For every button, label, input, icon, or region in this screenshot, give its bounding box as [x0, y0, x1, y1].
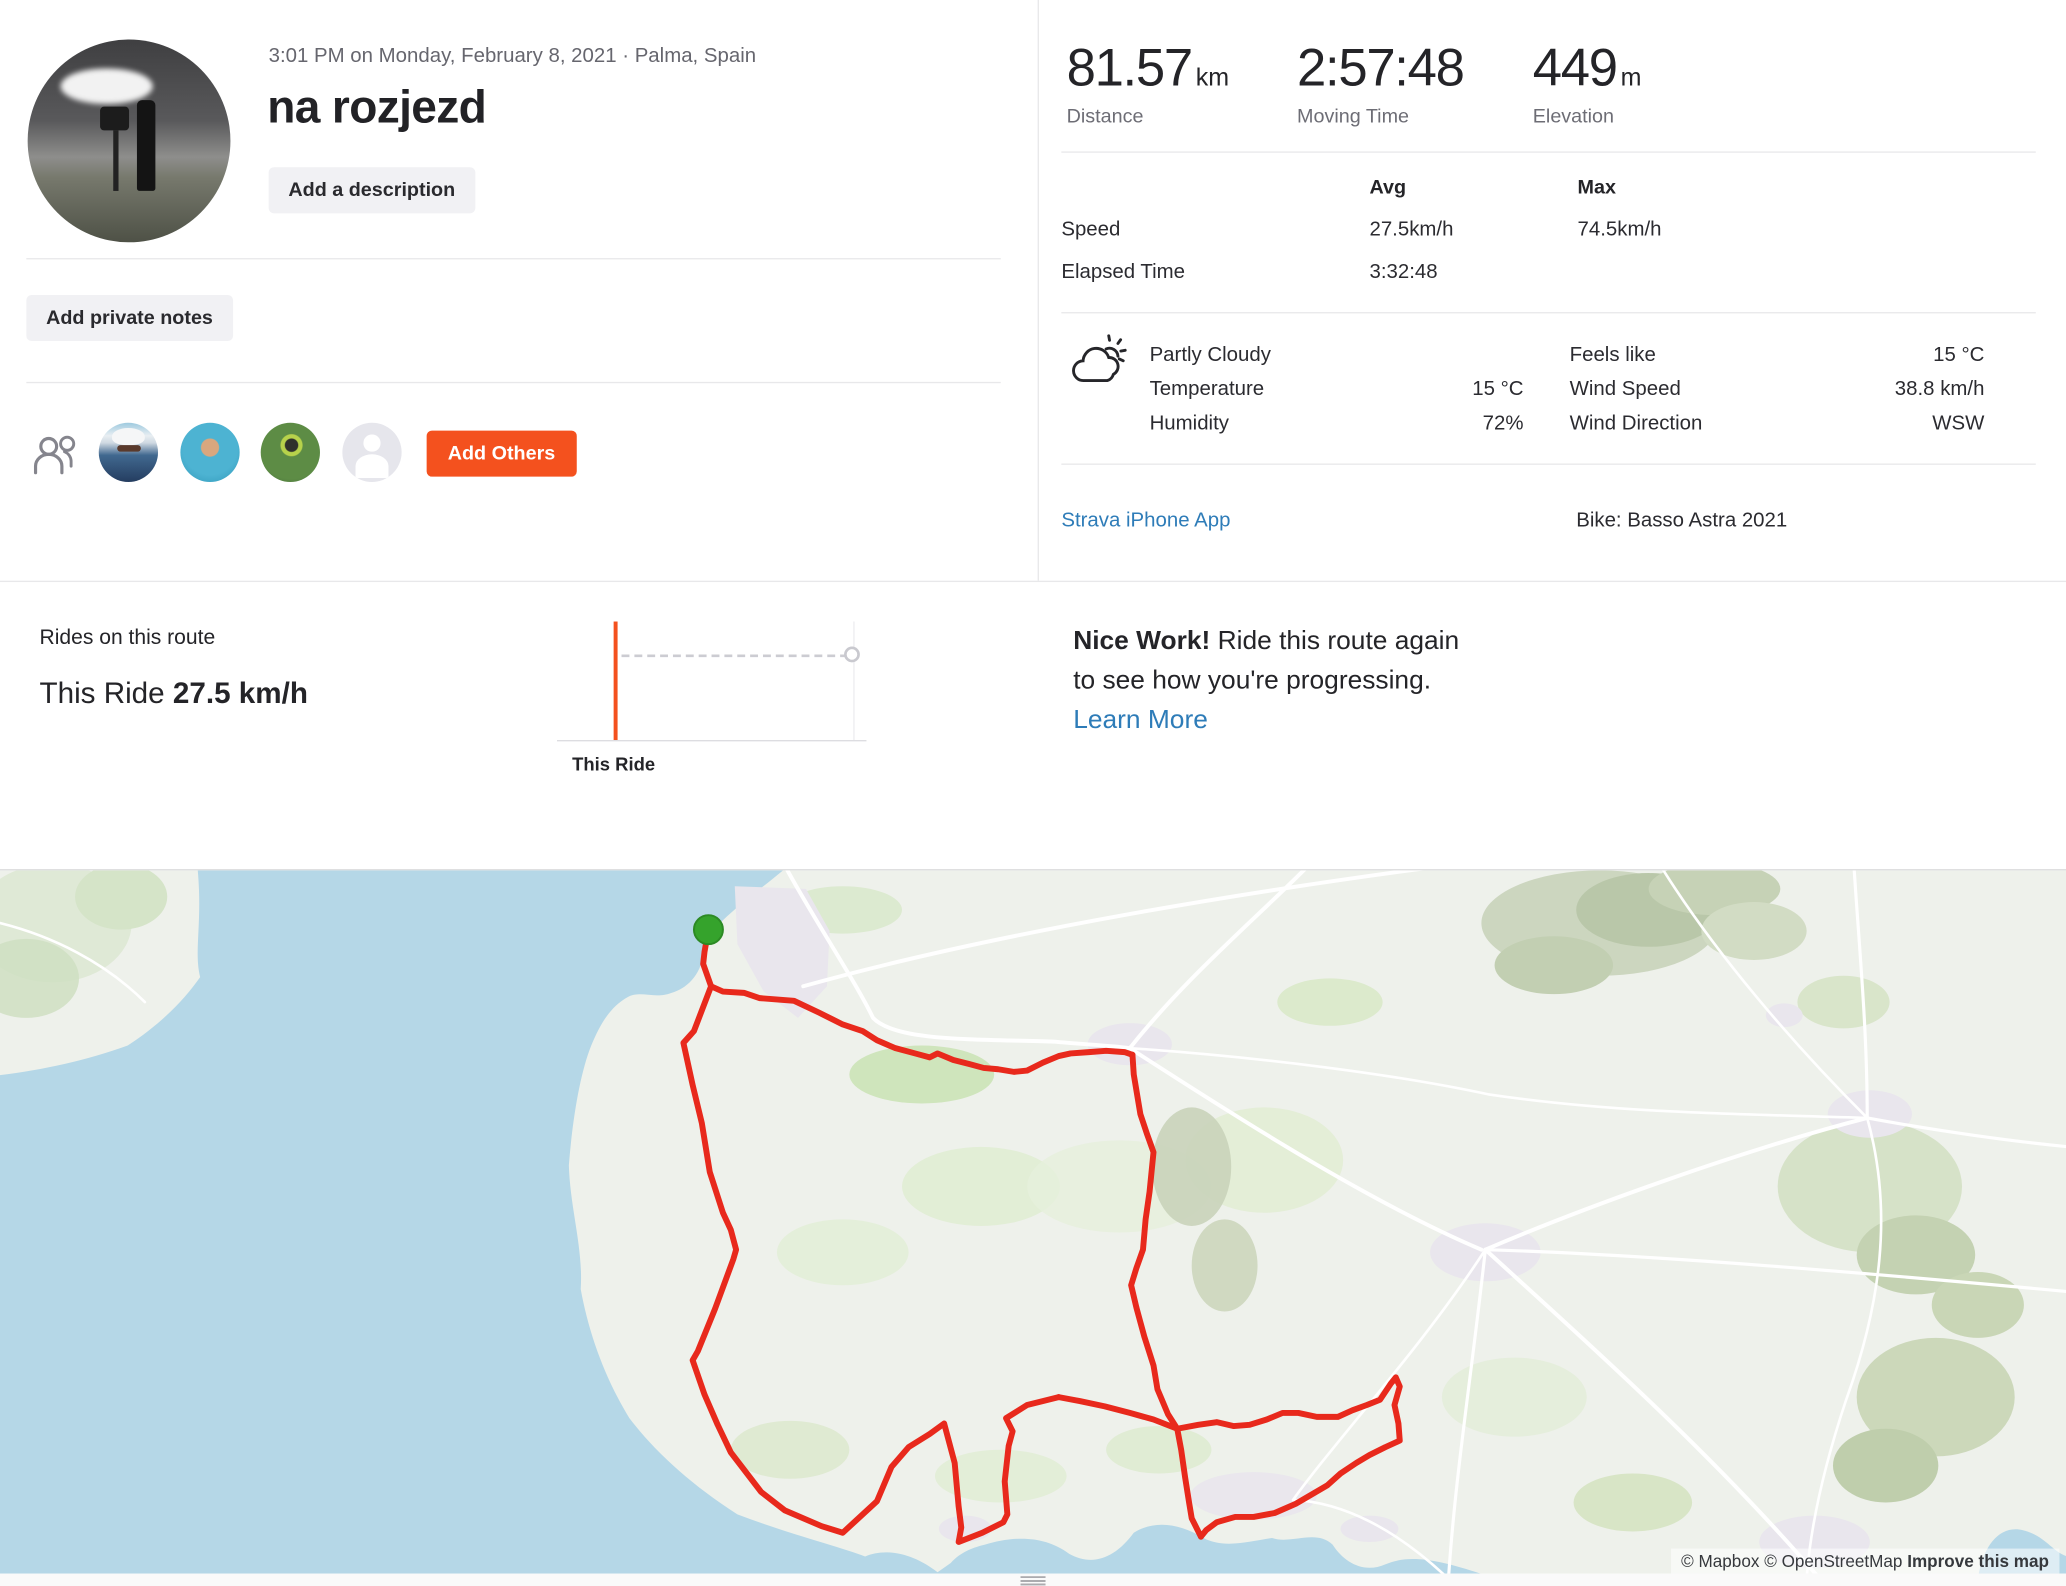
nice-work-message: Nice Work! Ride this route again to see … — [1073, 622, 1547, 741]
chart-axis-label: This Ride — [572, 753, 656, 775]
distance-unit: km — [1195, 64, 1230, 93]
wind-speed-value: 38.8 km/h — [1894, 377, 1985, 401]
chart-axis — [557, 740, 867, 742]
section-divider — [0, 580, 2066, 583]
ride-route-polyline — [680, 926, 1403, 1545]
athlete-avatar-2[interactable] — [180, 422, 240, 482]
humidity-value: 72% — [1482, 412, 1524, 435]
chart-reference-dashed-line — [621, 654, 849, 658]
temperature-value: 15 °C — [1472, 377, 1524, 401]
route-map[interactable]: PALMANOVA N ER Sol de Mallorca LES MERAV… — [0, 869, 2066, 1574]
elevation-value: 449 — [1532, 39, 1618, 98]
feels-like-label: Feels like — [1569, 343, 1656, 367]
avatar-disc-basket — [100, 106, 130, 131]
map-canvas — [0, 870, 2066, 1574]
moving-time-value: 2:57:48 — [1297, 39, 1465, 98]
activity-title: na rozjezd — [267, 81, 487, 133]
avatar-cloud — [60, 67, 154, 105]
stat-moving-time: 2:57:48 Moving Time — [1297, 39, 1465, 128]
vertical-divider — [1037, 0, 1039, 581]
rides-on-route-heading: Rides on this route — [39, 626, 216, 650]
strava-iphone-app-link[interactable]: Strava iPhone App — [1061, 509, 1231, 532]
add-private-notes-button[interactable]: Add private notes — [26, 294, 233, 342]
elevation-unit: m — [1620, 64, 1642, 93]
roads — [0, 870, 2066, 1574]
terrain-patches — [0, 870, 2024, 1532]
improve-map-link[interactable]: Improve this map — [1907, 1551, 2049, 1571]
athlete-avatar-placeholder[interactable] — [342, 422, 402, 482]
speed-row-label: Speed — [1061, 218, 1121, 241]
stat-elevation: 449 m Elevation — [1533, 40, 1642, 128]
activity-date-location: 3:01 PM on Monday, February 8, 2021 · Pa… — [268, 44, 757, 68]
nice-work-text-1: Ride this route again — [1210, 626, 1460, 656]
route-start-marker — [692, 914, 724, 946]
athlete-avatar-1[interactable] — [98, 422, 159, 482]
avg-column-header: Avg — [1369, 176, 1407, 199]
divider — [1061, 463, 2036, 465]
elapsed-time-label: Elapsed Time — [1061, 260, 1186, 284]
humidity-label: Humidity — [1149, 412, 1229, 435]
elevation-label: Elevation — [1532, 105, 1615, 128]
nice-work-bold: Nice Work! — [1073, 626, 1211, 656]
moving-time-label: Moving Time — [1297, 105, 1410, 128]
osm-attribution-link[interactable]: © OpenStreetMap — [1764, 1551, 1903, 1571]
scrollbar-handle[interactable] — [1020, 1575, 1046, 1585]
divider — [1061, 312, 2036, 314]
mapbox-attribution-link[interactable]: © Mapbox — [1681, 1551, 1760, 1571]
route-rides-chart: This Ride — [553, 616, 922, 785]
speed-avg-value: 27.5km/h — [1369, 218, 1454, 241]
chart-gridline — [853, 621, 855, 741]
stat-distance: 81.57 km Distance — [1067, 40, 1230, 128]
divider — [1061, 151, 2036, 153]
feels-like-value: 15 °C — [1933, 343, 1985, 367]
athlete-avatar[interactable] — [27, 39, 231, 243]
map-attribution: © Mapbox © OpenStreetMap Improve this ma… — [1670, 1548, 2060, 1574]
distance-label: Distance — [1066, 105, 1144, 128]
partly-cloudy-icon — [1072, 334, 1127, 383]
learn-more-link[interactable]: Learn More — [1073, 705, 1208, 735]
max-column-header: Max — [1577, 176, 1616, 199]
divider — [26, 258, 1001, 260]
add-description-button[interactable]: Add a description — [268, 167, 475, 214]
temperature-label: Temperature — [1149, 377, 1265, 401]
this-ride-label: This Ride — [39, 676, 173, 710]
wind-speed-label: Wind Speed — [1569, 377, 1681, 401]
weather-condition: Partly Cloudy — [1149, 343, 1271, 367]
athlete-avatar-3[interactable] — [260, 422, 320, 482]
avatar-basket-pole — [112, 130, 118, 192]
this-ride-speed: 27.5 km/h — [172, 676, 308, 710]
nice-work-text-2: to see how you're progressing. — [1073, 666, 1432, 696]
divider — [26, 381, 1001, 384]
distance-value: 81.57 — [1066, 39, 1194, 98]
speed-max-value: 74.5km/h — [1577, 218, 1662, 241]
bike-gear-label: Bike: Basso Astra 2021 — [1576, 509, 1788, 532]
add-others-button[interactable]: Add Others — [426, 430, 577, 477]
chart-this-ride-marker — [613, 621, 618, 741]
avatar-person — [137, 100, 156, 192]
group-athletes-icon — [33, 435, 76, 475]
wind-direction-label: Wind Direction — [1569, 412, 1703, 435]
elapsed-time-value: 3:32:48 — [1369, 260, 1438, 284]
bottom-scroll-strip — [0, 1573, 2066, 1586]
chart-point-marker — [844, 646, 860, 663]
this-ride-summary: This Ride 27.5 km/h — [40, 677, 308, 711]
wind-direction-value: WSW — [1932, 412, 1985, 435]
